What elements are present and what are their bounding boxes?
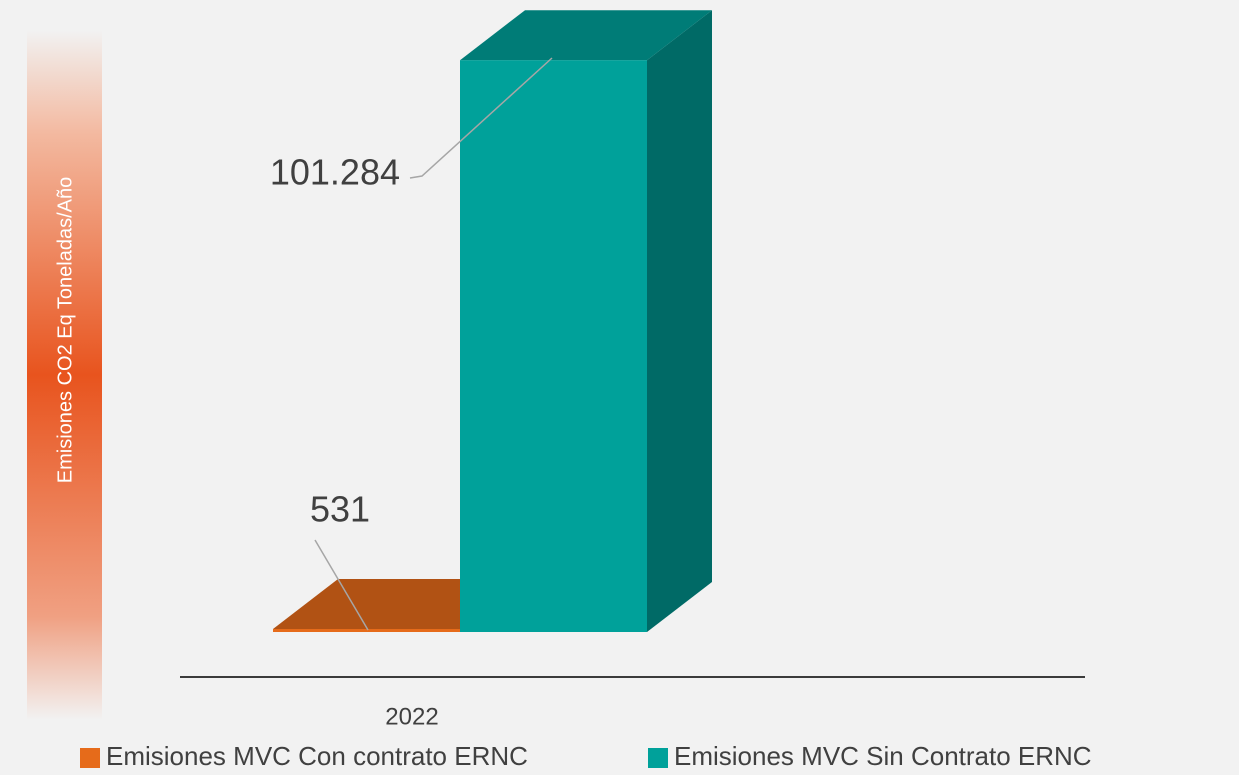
legend-label: Emisiones MVC Con contrato ERNC [106, 741, 528, 771]
leader-line [409, 57, 553, 179]
y-axis-label: Emisiones CO2 Eq Toneladas/Año [54, 177, 76, 483]
bar [273, 629, 460, 632]
legend-label: Emisiones MVC Sin Contrato ERNC [674, 741, 1092, 771]
data-label: 101.284 [270, 152, 400, 193]
bar-top [460, 10, 712, 61]
x-tick-label: 2022 [385, 703, 438, 730]
axis-band [27, 30, 102, 720]
legend-swatch [648, 748, 668, 768]
bar [460, 60, 647, 632]
legend-swatch [80, 748, 100, 768]
leader-line [314, 539, 369, 631]
bar-side [647, 10, 712, 632]
data-label: 531 [310, 489, 370, 530]
